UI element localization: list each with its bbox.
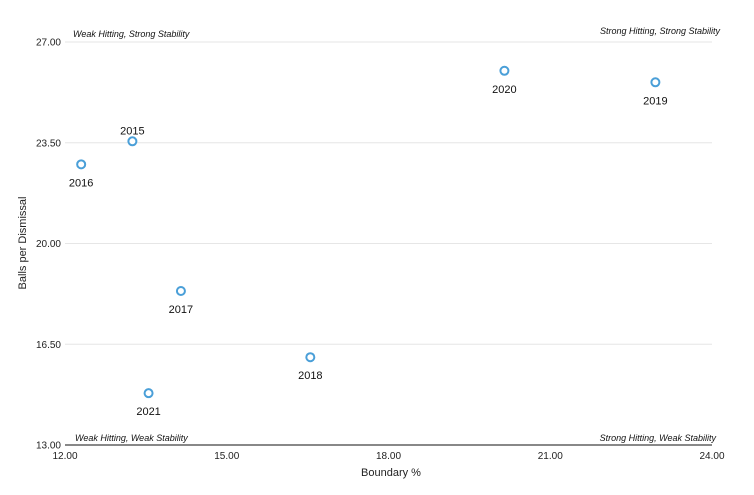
y-tick-label: 20.00 <box>36 239 61 250</box>
data-point-2020 <box>499 65 510 76</box>
data-point-2016 <box>76 159 87 170</box>
quadrant-label-bottom-right: Strong Hitting, Weak Stability <box>600 433 717 443</box>
point-label-2015: 2015 <box>120 125 144 137</box>
data-point-2015 <box>127 136 138 147</box>
x-tick-label: 21.00 <box>538 451 563 462</box>
point-label-2016: 2016 <box>69 177 93 189</box>
x-tick-label: 24.00 <box>699 451 724 462</box>
y-tick-label: 27.00 <box>36 38 61 49</box>
point-label-2021: 2021 <box>136 406 160 418</box>
x-tick-label: 12.00 <box>52 451 77 462</box>
quadrant-label-top-right: Strong Hitting, Strong Stability <box>600 26 721 36</box>
y-axis-label: Balls per Dismissal <box>17 197 29 290</box>
data-point-2018 <box>305 352 316 363</box>
quadrant-label-top-left: Weak Hitting, Strong Stability <box>73 29 190 39</box>
x-tick-label: 15.00 <box>214 451 239 462</box>
y-tick-label: 16.50 <box>36 340 61 351</box>
point-label-2017: 2017 <box>169 304 193 316</box>
point-label-2019: 2019 <box>643 95 667 107</box>
y-tick-label: 23.50 <box>36 138 61 149</box>
y-tick-label: 13.00 <box>36 441 61 452</box>
data-points: 2015 2016 2017 2018 2019 2020 2021 <box>69 65 668 418</box>
data-point-2021 <box>143 388 154 399</box>
x-axis-label: Boundary % <box>361 467 421 479</box>
data-point-2019 <box>650 77 661 88</box>
data-point-2017 <box>175 285 186 296</box>
grid-lines <box>65 41 712 345</box>
tick-labels: 13.00 16.50 20.00 23.50 27.00 12.00 15.00 18.00… <box>36 38 725 463</box>
x-tick-label: 18.00 <box>376 451 401 462</box>
point-label-2018: 2018 <box>298 370 322 382</box>
point-label-2020: 2020 <box>492 84 516 96</box>
quadrant-label-bottom-left: Weak Hitting, Weak Stability <box>75 433 188 443</box>
